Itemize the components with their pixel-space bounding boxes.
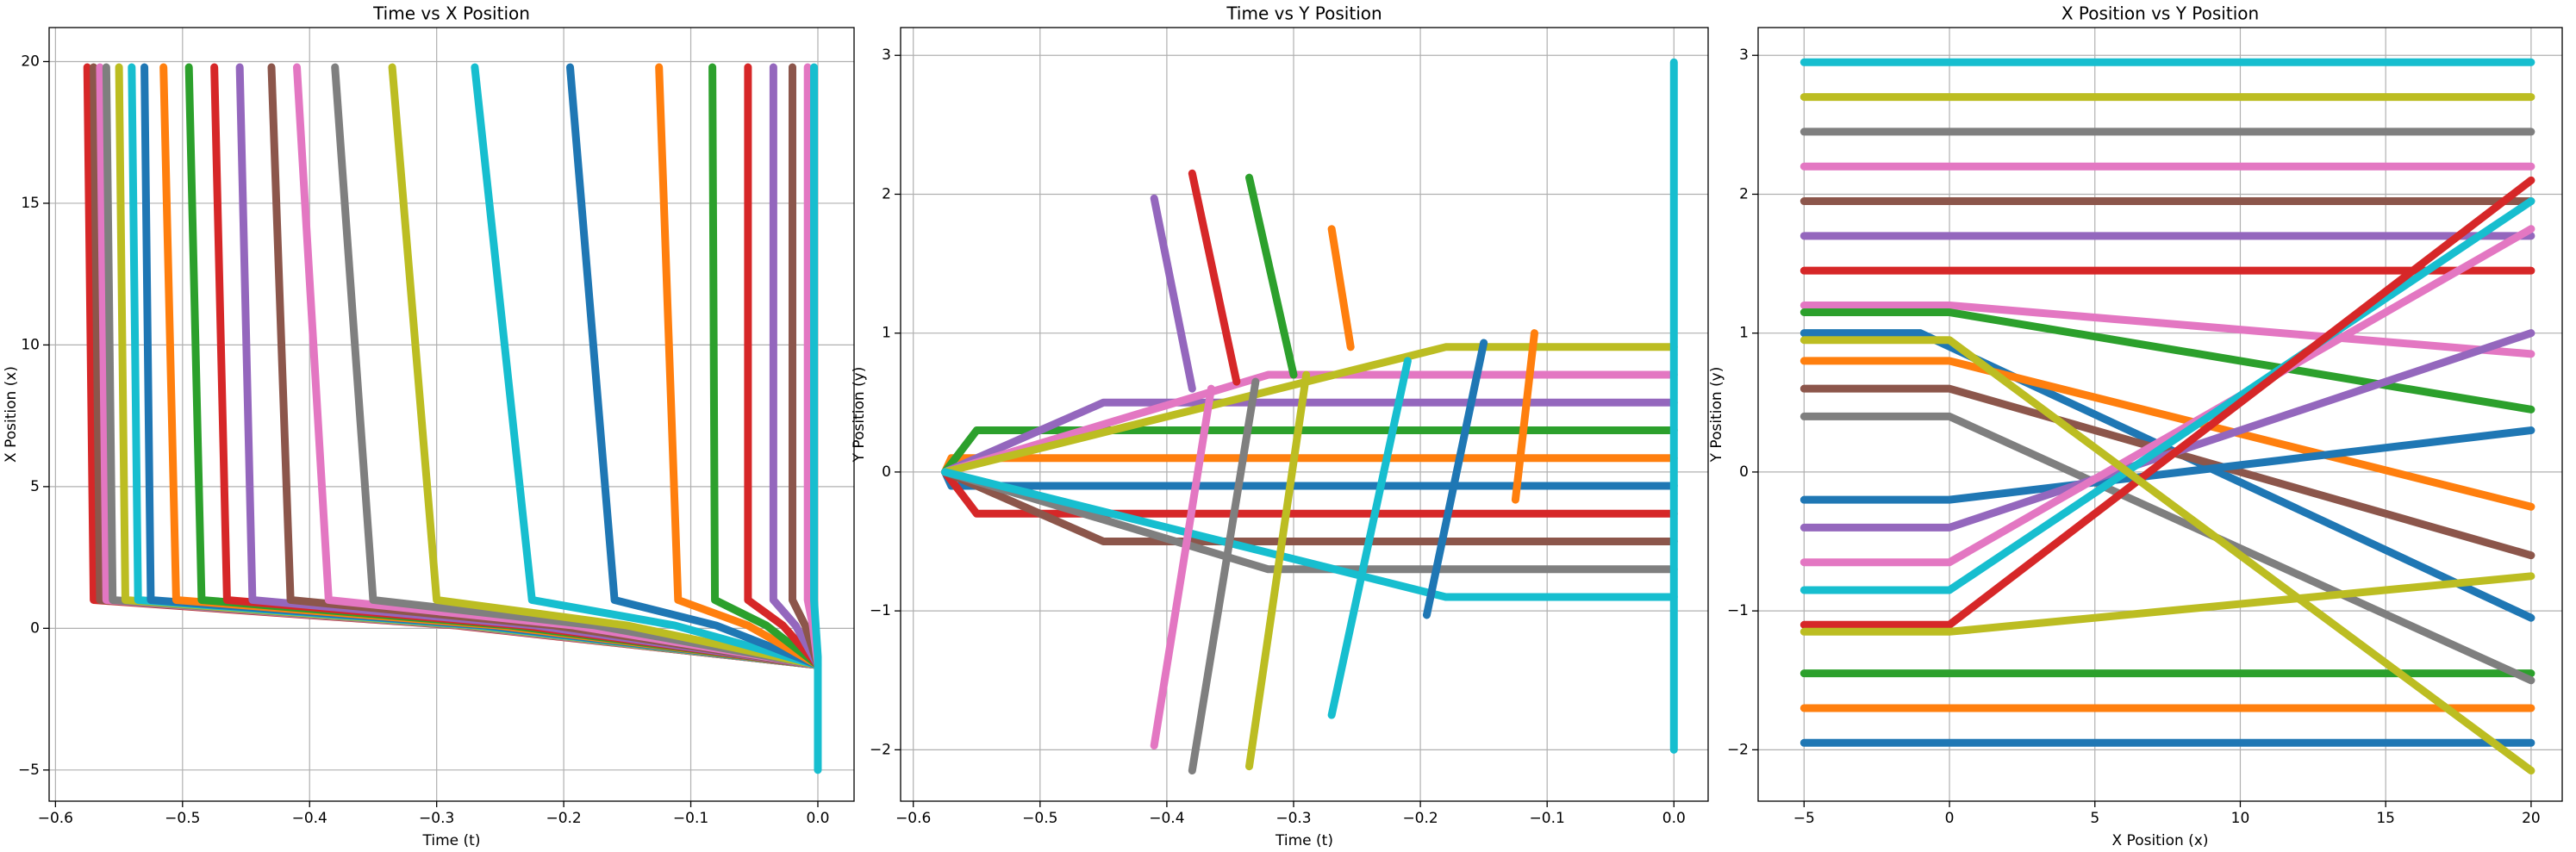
- axes-frame: [48, 27, 855, 802]
- x-tick-label: −5: [1793, 810, 1815, 827]
- trajectory: [1245, 173, 1298, 379]
- x-tick-label: 10: [2231, 810, 2250, 827]
- y-tick-label: 2: [882, 185, 891, 202]
- x-tick-label: −0.2: [546, 810, 581, 827]
- trajectory: [1327, 357, 1412, 719]
- y-axis-label: Y Position (y): [1708, 367, 1725, 463]
- x-tick-label: 0.0: [1662, 810, 1686, 827]
- trajectory: [940, 343, 1678, 476]
- trajectory: [1150, 384, 1215, 750]
- x-tick-label: −0.5: [1022, 810, 1057, 827]
- trajectory: [940, 468, 1678, 490]
- x-tick-label: −0.4: [1149, 810, 1184, 827]
- y-tick-label: 0: [882, 463, 891, 481]
- y-tick-label: 20: [21, 53, 40, 70]
- trajectory: [940, 468, 1678, 574]
- trajectory: [1245, 370, 1311, 771]
- trajectory: [769, 63, 822, 669]
- y-tick-label: 0: [30, 619, 40, 637]
- x-tick-label: −0.1: [1530, 810, 1565, 827]
- subplot: −0.6 −0.5 −0.4 −0.3 −0.2 −0.1 0.0 −5 0 5 10 15 20 Tim…: [3, 3, 855, 849]
- trajectory: [655, 63, 822, 669]
- trajectory: [940, 426, 1678, 476]
- trajectory: [1799, 357, 2535, 511]
- x-tick-label: 0: [1945, 810, 1955, 827]
- trajectory: [1799, 329, 2535, 532]
- y-tick-label: 1: [882, 325, 891, 342]
- trajectory: [388, 63, 822, 669]
- trajectory: [1799, 426, 2535, 504]
- trajectory: [1799, 384, 2535, 560]
- trajectory: [940, 468, 1678, 546]
- trajectory: [565, 63, 822, 669]
- trajectory: [1327, 225, 1355, 351]
- trajectory: [940, 454, 1678, 476]
- y-tick-label: −2: [870, 741, 891, 758]
- subplot: −5 0 5 10 15 20 −2 −1 0 1 2 3 X Position vs Y Positi…: [1708, 3, 2563, 849]
- y-tick-label: −5: [18, 762, 40, 779]
- chart-title: Time vs X Position: [372, 3, 530, 24]
- trajectory: [1188, 169, 1241, 386]
- trajectory: [471, 63, 822, 669]
- trajectory: [1799, 308, 2535, 414]
- trajectory: [1150, 194, 1196, 393]
- y-tick-label: 5: [30, 478, 40, 495]
- x-tick-label: −0.4: [292, 810, 327, 827]
- x-tick-label: 5: [2090, 810, 2099, 827]
- x-tick-label: −0.3: [1276, 810, 1311, 827]
- trajectory: [1799, 176, 2535, 629]
- trajectory: [940, 398, 1678, 476]
- trajectory: [744, 63, 822, 669]
- y-tick-label: −1: [1727, 602, 1749, 619]
- y-axis-label: X Position (x): [3, 366, 20, 463]
- x-axis-label: Time (t): [422, 832, 481, 849]
- y-tick-label: 3: [882, 47, 891, 64]
- x-tick-label: −0.6: [895, 810, 931, 827]
- x-tick-label: −0.2: [1402, 810, 1438, 827]
- y-tick-label: 2: [1739, 185, 1749, 202]
- axes-frame: [900, 27, 1709, 802]
- trajectory: [1188, 377, 1260, 775]
- y-tick-label: 1: [1739, 325, 1749, 342]
- subplot: −0.6 −0.5 −0.4 −0.3 −0.2 −0.1 0.0 −2 −1 0 1 2 3 Time …: [851, 3, 1709, 849]
- x-axis-label: X Position (x): [2112, 832, 2209, 849]
- y-tick-label: 10: [21, 336, 40, 353]
- x-tick-label: −0.3: [419, 810, 454, 827]
- chart-title: X Position vs Y Position: [2061, 3, 2259, 24]
- x-tick-label: −0.5: [165, 810, 200, 827]
- trajectory: [159, 63, 822, 669]
- axes-frame: [1757, 27, 2563, 802]
- trajectory: [810, 63, 822, 774]
- y-tick-label: 0: [1739, 463, 1749, 481]
- y-tick-label: 15: [21, 195, 40, 212]
- trajectory: [708, 63, 822, 669]
- trajectory: [940, 468, 1678, 518]
- x-tick-label: 15: [2376, 810, 2395, 827]
- y-tick-label: −1: [870, 602, 891, 619]
- y-axis-label: Y Position (y): [851, 367, 868, 463]
- x-tick-label: 0.0: [806, 810, 829, 827]
- trajectory: [1799, 225, 2535, 567]
- y-tick-label: −2: [1727, 741, 1749, 758]
- x-tick-label: −0.1: [673, 810, 708, 827]
- trajectory: [940, 370, 1678, 476]
- x-tick-label: 20: [2522, 810, 2541, 827]
- y-tick-label: 3: [1739, 47, 1749, 64]
- x-axis-label: Time (t): [1275, 832, 1333, 849]
- trajectory: [1511, 329, 1538, 504]
- chart-title: Time vs Y Position: [1226, 3, 1382, 24]
- trajectory: [1799, 329, 2535, 622]
- x-tick-label: −0.6: [38, 810, 73, 827]
- trajectory: [1799, 336, 2535, 775]
- trajectory: [940, 468, 1678, 601]
- trajectory: [1422, 339, 1488, 619]
- trajectory: [1799, 572, 2535, 636]
